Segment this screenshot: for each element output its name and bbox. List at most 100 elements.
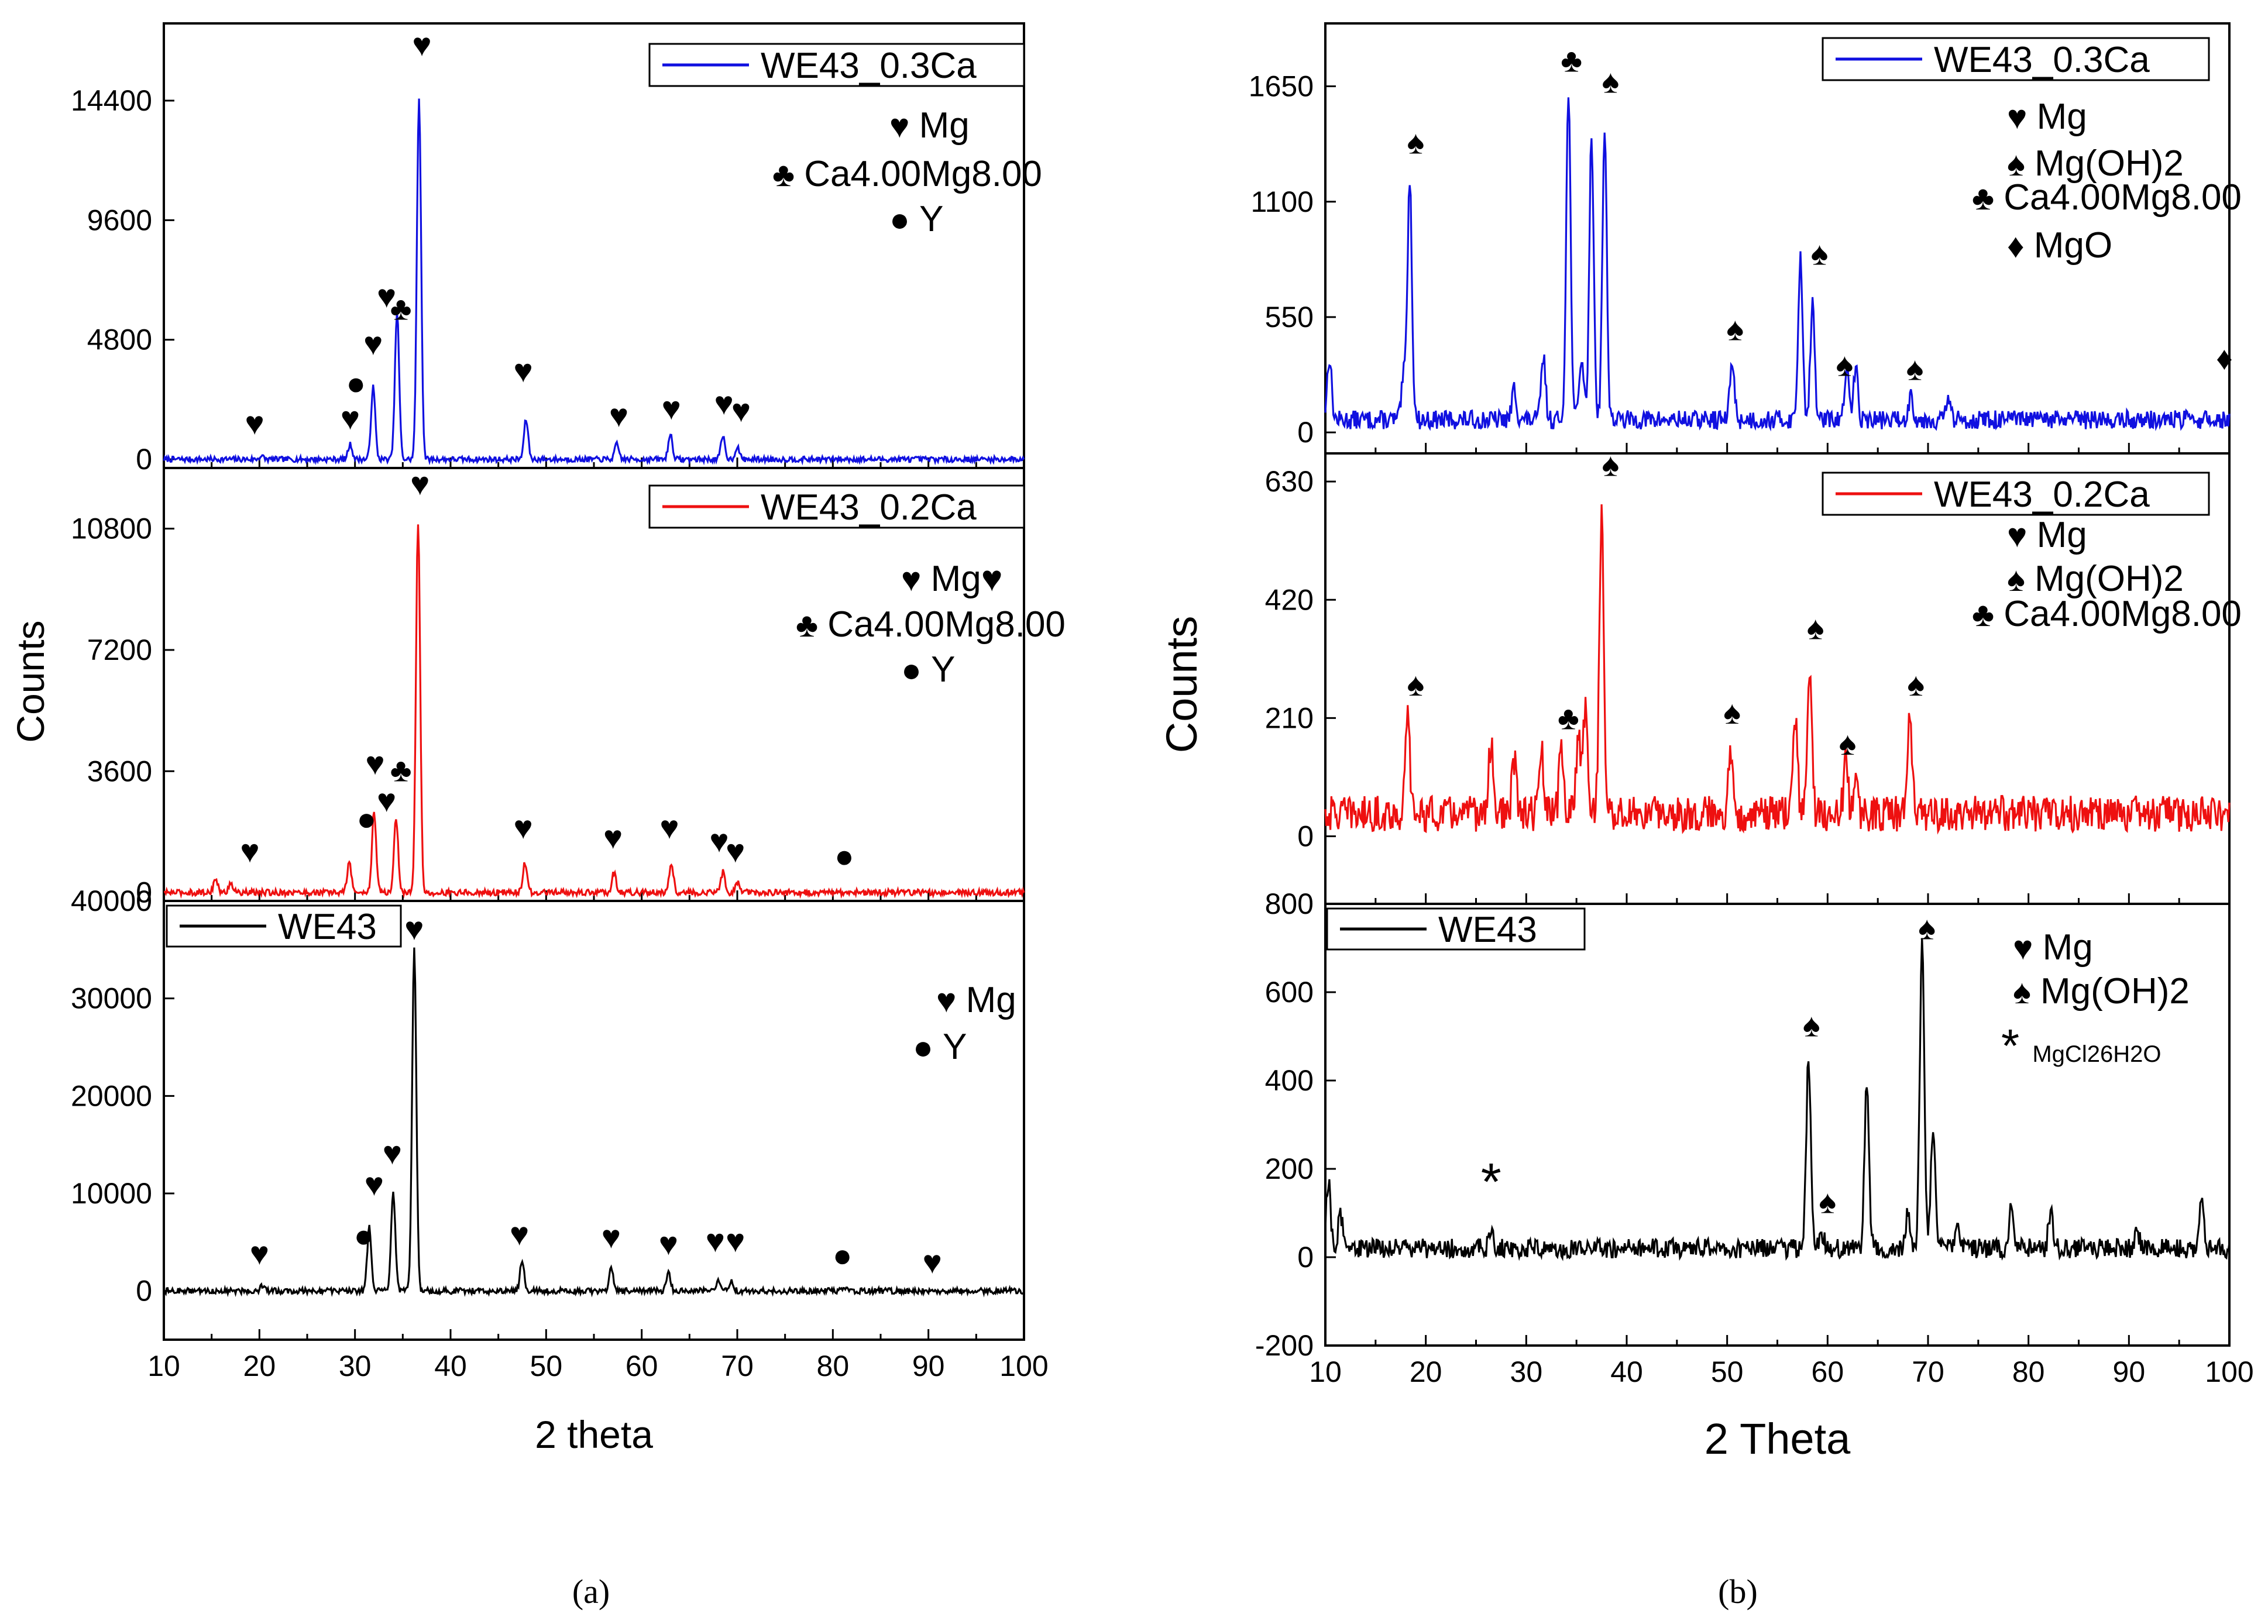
y-tick-label: 0 — [136, 876, 152, 909]
peak-marker: ♠ — [1836, 346, 1854, 383]
x-tick-label: 100 — [2205, 1355, 2253, 1388]
y-tick-label: 400 — [1265, 1064, 1314, 1097]
x-tick-label: 20 — [243, 1350, 276, 1382]
y-tick-label: 1650 — [1249, 70, 1314, 103]
peak-marker: ♥ — [709, 822, 728, 859]
peak-marker: ♥ — [514, 808, 533, 845]
y-axis-label: Counts — [1157, 616, 1206, 753]
phase-label: Mg — [2037, 97, 2087, 137]
peak-marker: ♥ — [731, 392, 751, 429]
peak-marker: ♠ — [1803, 1007, 1820, 1044]
peak-marker: ♦ — [2216, 340, 2233, 377]
phase-label: Ca4.00Mg8.00 — [804, 154, 1042, 194]
series-line-we43 — [1324, 938, 2231, 1261]
peak-marker: ♥ — [714, 384, 734, 421]
peak-marker: ♠ — [1723, 694, 1741, 731]
legend-label: WE43_0.2Ca — [761, 487, 977, 528]
phase-symbol: ♣ — [772, 156, 804, 194]
peak-marker: ♥ — [662, 390, 681, 426]
peak-marker: ♥ — [659, 808, 679, 845]
peak-marker: ♣ — [390, 290, 412, 327]
y-tick-label: 800 — [1265, 887, 1314, 920]
phase-key-mg-oh-2: ♠ Mg(OH)2 — [2013, 971, 2190, 1011]
x-tick-label: 80 — [2012, 1355, 2045, 1388]
x-tick-label: 40 — [1610, 1355, 1643, 1388]
peak-marker: ♠ — [1407, 123, 1425, 160]
phase-key-mg: ♥ Mg — [2007, 97, 2087, 137]
phase-key-mgo: ♦ MgO — [2007, 225, 2112, 266]
phase-key-mg-oh-2: ♠ Mg(OH)2 — [2007, 559, 2184, 599]
phase-symbol: ♥ — [2013, 929, 2043, 967]
phase-key-mg: ♥ Mg — [936, 980, 1016, 1020]
peak-marker: ♥ — [341, 400, 360, 436]
x-tick-label: 60 — [1812, 1355, 1844, 1388]
y-tick-label: 40000 — [71, 885, 152, 917]
x-axis-label: 2 Theta — [1705, 1415, 1851, 1463]
x-tick-label: 40 — [434, 1350, 467, 1382]
x-axis: 10 20 30 40 50 60 70 80 90 100 — [1309, 1355, 2254, 1388]
peak-marker: ♠ — [1407, 666, 1425, 703]
peak-marker: ● — [356, 800, 376, 837]
peak-marker: ● — [833, 1237, 853, 1274]
peak-marker: ♥ — [365, 1165, 384, 1202]
peak-marker: ● — [353, 1217, 373, 1254]
phase-key-mg-oh-2: ♠ Mg(OH)2 — [2007, 143, 2184, 184]
phase-symbol: ♠ — [2007, 145, 2035, 183]
phase-key-mg: ♥ Mg — [2007, 515, 2087, 555]
peak-marker: ♥ — [240, 832, 259, 869]
y-tick-label: 600 — [1265, 976, 1314, 1009]
x-tick-label: 90 — [912, 1350, 945, 1382]
phase-label: MgO — [2034, 225, 2112, 266]
phase-label: Mg — [966, 980, 1016, 1020]
phase-label: Mg♥ — [931, 559, 1003, 599]
x-tick-label: 10 — [147, 1350, 180, 1382]
y-tick-label: 0 — [136, 1275, 152, 1308]
peak-marker: ♥ — [726, 832, 745, 869]
series-line-we43-0-2ca — [1324, 504, 2231, 835]
peak-marker: ♥ — [602, 1218, 621, 1255]
y-tick-label: 0 — [1297, 820, 1314, 853]
y-tick-label: 420 — [1265, 583, 1314, 616]
phase-label: Ca4.00Mg8.00 — [2004, 177, 2242, 218]
phase-symbol: ♥ — [889, 107, 919, 145]
peak-marker: ♥ — [410, 465, 429, 502]
y-tick-label: 210 — [1265, 701, 1314, 734]
peak-marker: ♣ — [390, 752, 412, 789]
phase-label: Mg(OH)2 — [2035, 143, 2184, 184]
peak-marker: ♠ — [1727, 310, 1744, 347]
x-axis-label: 2 theta — [535, 1413, 653, 1456]
y-axis-label: Counts — [9, 620, 52, 742]
legend-box — [1326, 907, 1586, 951]
x-tick-label: 60 — [626, 1350, 658, 1382]
phase-label: Y — [943, 1027, 967, 1067]
peak-marker: ♠ — [1602, 63, 1620, 99]
phase-symbol: ● — [889, 201, 919, 239]
phase-key-mg: ♥ Mg — [889, 105, 970, 146]
series-line-we43-0-2ca — [163, 524, 1025, 899]
y-tick-label: 20000 — [71, 1079, 152, 1112]
peak-marker: ♥ — [609, 397, 628, 434]
y-tick-label: 1100 — [1250, 185, 1314, 218]
phase-symbol: ♥ — [2007, 98, 2037, 136]
x-axis: 10 20 30 40 50 60 70 80 90 100 — [147, 1350, 1049, 1382]
peak-marker: ♣ — [1561, 42, 1582, 78]
phase-label: Mg — [2037, 515, 2087, 555]
peak-marker: ♥ — [706, 1222, 725, 1259]
peak-marker: ♥ — [659, 1225, 678, 1262]
peak-marker: ♥ — [514, 352, 533, 389]
phase-key-ca4-00mg8-00: ♣ Ca4.00Mg8.00 — [1972, 594, 2242, 634]
peak-marker: ♠ — [1811, 235, 1829, 271]
legend-label: WE43 — [278, 907, 377, 947]
peak-marker: ♥ — [726, 1222, 745, 1259]
phase-label: Ca4.00Mg8.00 — [827, 604, 1066, 645]
peak-marker: ♥ — [603, 819, 623, 856]
phase-label: Y — [931, 649, 955, 690]
phase-symbol: ♣ — [1972, 179, 2004, 217]
y-tick-label: 10800 — [71, 512, 152, 545]
x-tick-label: 70 — [1912, 1355, 1944, 1388]
phase-symbol: ♥ — [2007, 517, 2037, 555]
